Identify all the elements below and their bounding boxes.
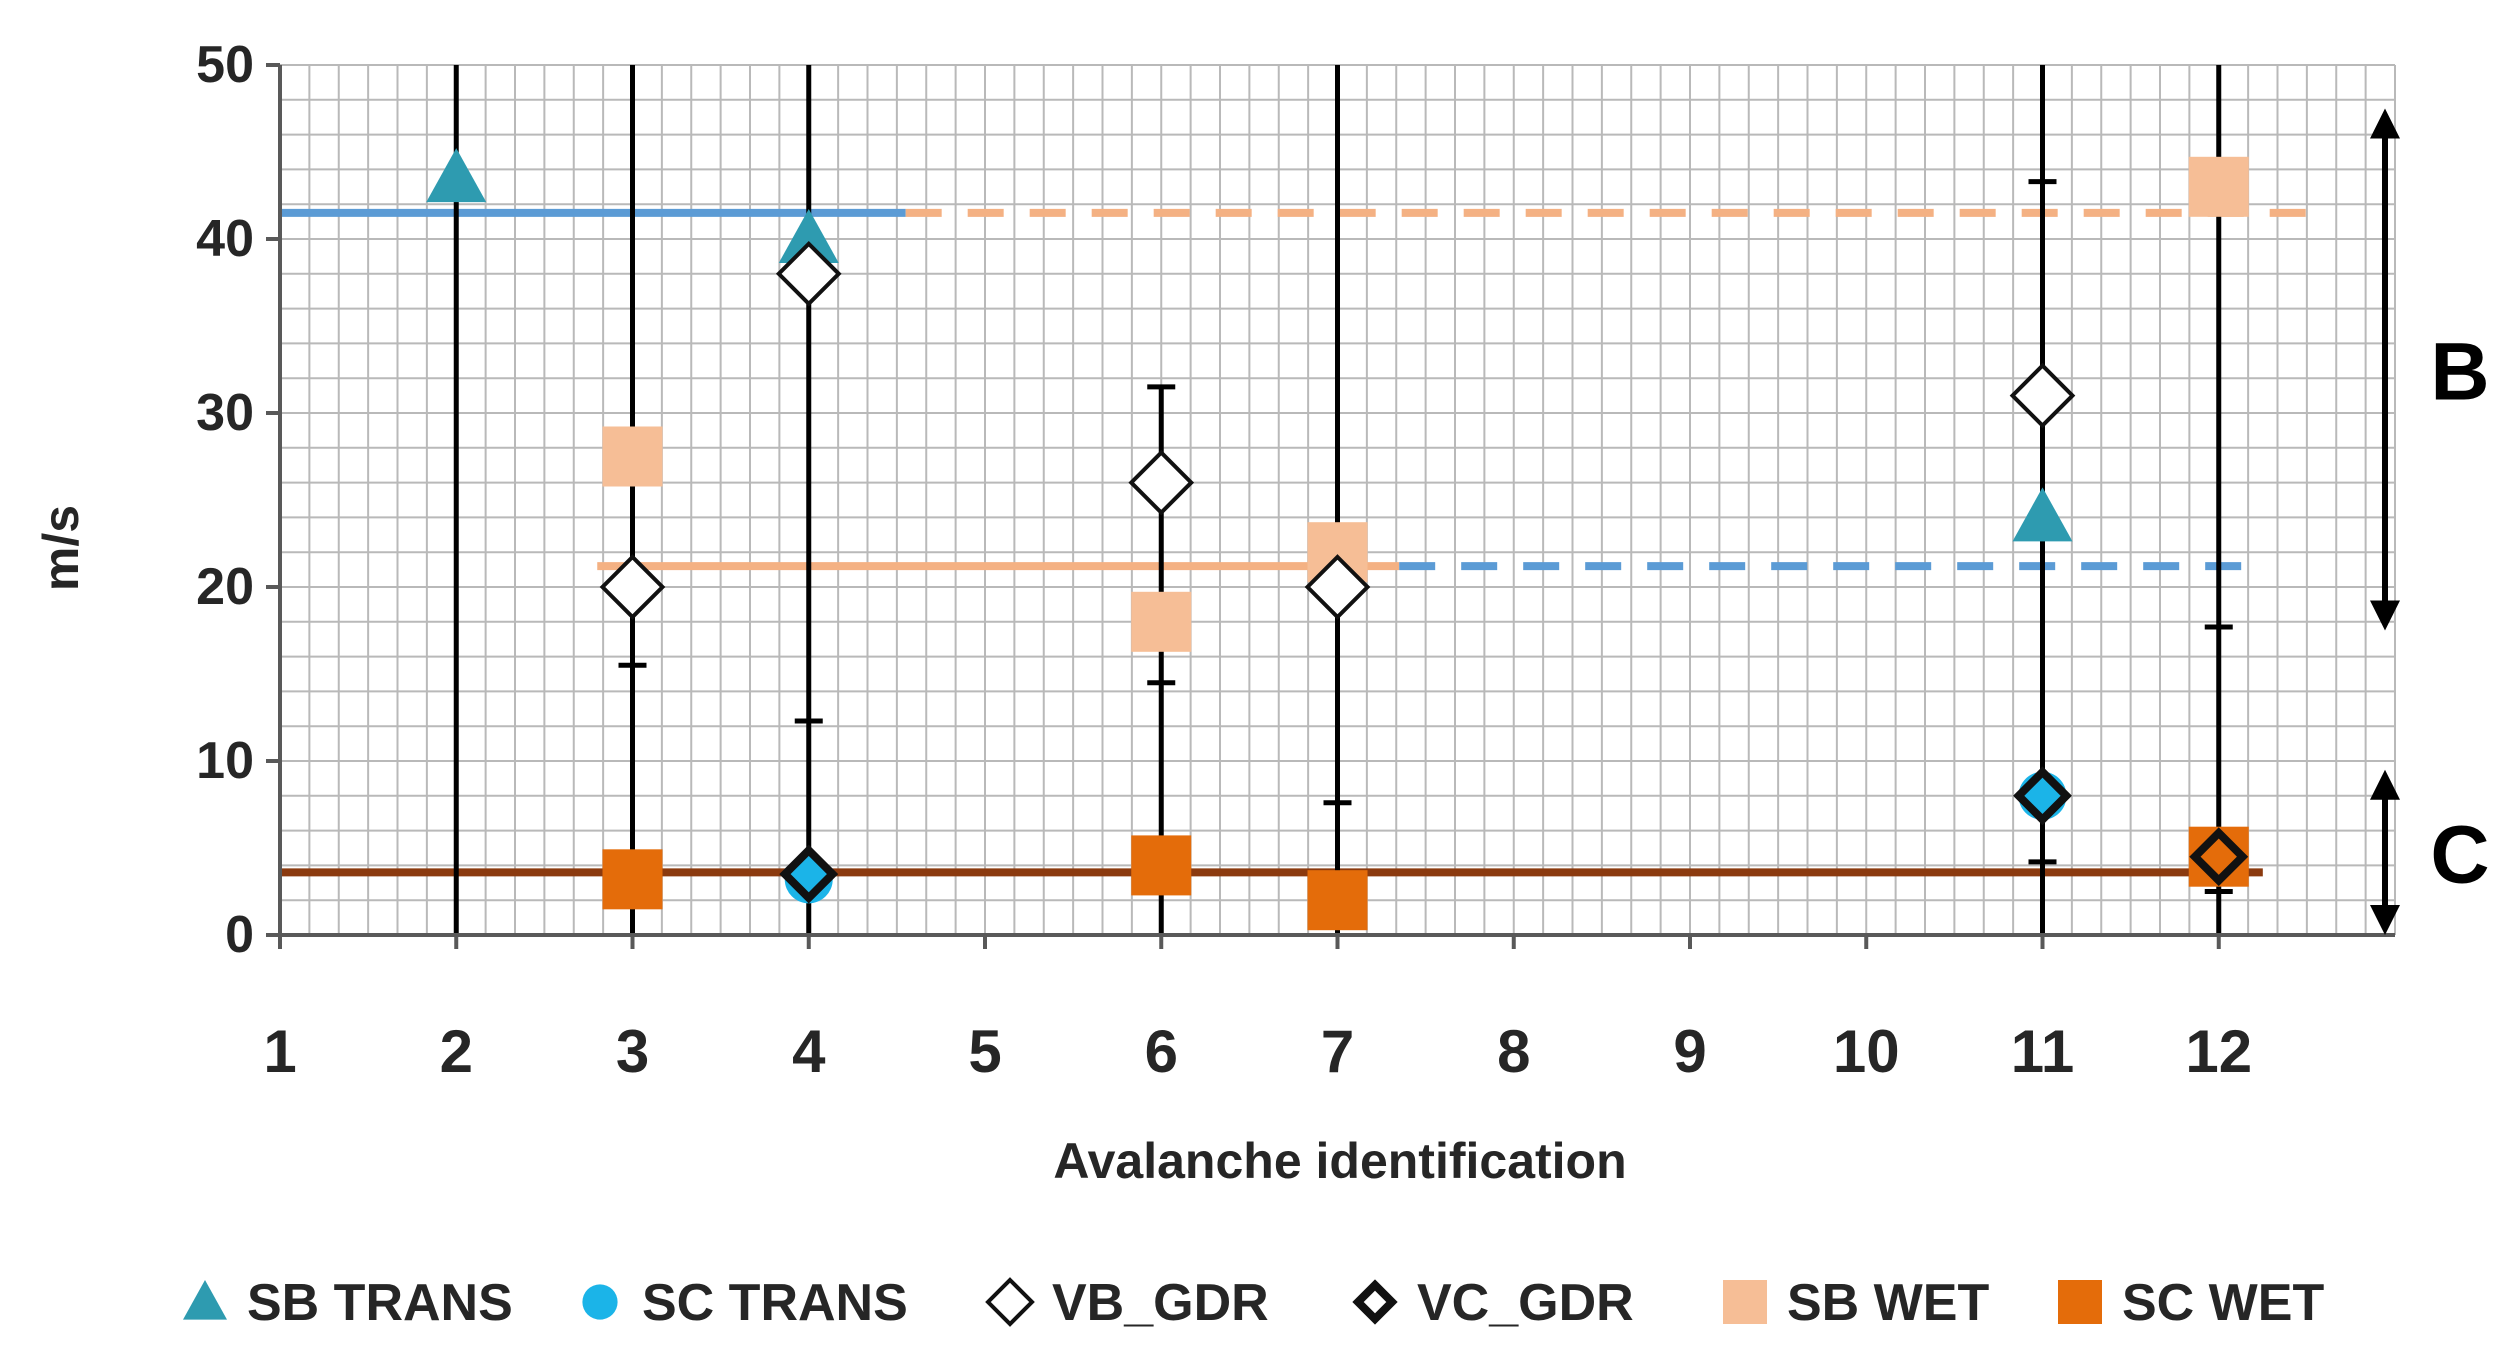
reference-lines bbox=[280, 208, 2316, 877]
y-tick-label: 30 bbox=[196, 384, 254, 442]
point-vb-gdr bbox=[2009, 362, 2076, 429]
x-tick-label: 8 bbox=[1497, 1018, 1530, 1085]
legend-marker-vb-gdr bbox=[985, 1277, 1035, 1327]
point-vc-gdr bbox=[2013, 766, 2072, 826]
x-tick-label: 4 bbox=[792, 1018, 826, 1085]
legend-label-vc-gdr: VC_GDR bbox=[1417, 1274, 1634, 1332]
x-axis-title: Avalanche identification bbox=[1053, 1133, 1626, 1189]
y-tick-label: 40 bbox=[196, 210, 254, 268]
legend-label-sc-wet: SC WET bbox=[2122, 1274, 2324, 1332]
x-tick-label: 7 bbox=[1321, 1018, 1354, 1085]
point-sb-wet bbox=[602, 426, 663, 487]
x-tick-label: 12 bbox=[2185, 1018, 2252, 1085]
point-sb-trans bbox=[2012, 487, 2073, 542]
point-vb-gdr bbox=[599, 554, 666, 620]
x-tick-label: 10 bbox=[1833, 1018, 1900, 1085]
x-tick-label: 9 bbox=[1673, 1018, 1706, 1085]
zone-arrow-head-down bbox=[2370, 905, 2400, 935]
x-tick-label: 2 bbox=[440, 1018, 473, 1085]
legend-marker-sb-wet bbox=[1723, 1280, 1767, 1324]
point-sc-wet bbox=[1131, 835, 1192, 896]
legend-marker-sb-trans bbox=[183, 1280, 227, 1320]
point-vc-gdr bbox=[779, 844, 839, 904]
zone-markers: BC bbox=[2370, 108, 2490, 935]
y-tick-label: 0 bbox=[225, 906, 254, 964]
legend-marker-sc-trans bbox=[582, 1284, 618, 1320]
x-tick-label: 5 bbox=[968, 1018, 1001, 1085]
y-tick-label: 10 bbox=[196, 732, 254, 790]
point-sb-wet bbox=[2188, 156, 2249, 217]
legend-label-sb-wet: SB WET bbox=[1787, 1274, 1989, 1332]
x-tick-label: 3 bbox=[616, 1018, 649, 1085]
zone-arrow-head-up bbox=[2370, 769, 2400, 800]
zone-arrow-head-down bbox=[2370, 600, 2400, 631]
point-sb-trans bbox=[426, 148, 487, 203]
point-sb-wet bbox=[1131, 591, 1192, 652]
data-points bbox=[426, 148, 2249, 931]
legend-label-sb-trans: SB TRANS bbox=[247, 1274, 513, 1332]
point-vb-gdr bbox=[1128, 449, 1195, 516]
legend-label-vb-gdr: VB_GDR bbox=[1052, 1274, 1269, 1332]
legend-label-sc-trans: SC TRANS bbox=[642, 1274, 908, 1332]
point-vc-gdr bbox=[2189, 827, 2249, 887]
point-sc-wet bbox=[1307, 870, 1368, 931]
x-tick-label: 11 bbox=[2011, 1018, 2074, 1085]
legend: SB TRANS SC TRANS VB_GDR VC_GDR SB WET SC WET bbox=[183, 1274, 2324, 1332]
zone-label: C bbox=[2430, 809, 2489, 900]
point-sc-wet bbox=[602, 849, 663, 910]
x-tick-label: 1 bbox=[263, 1018, 296, 1085]
point-sb-trans bbox=[778, 209, 839, 263]
legend-marker-vc-gdr bbox=[1352, 1279, 1398, 1325]
point-sc-trans bbox=[2018, 771, 2067, 820]
y-tick-label: 20 bbox=[196, 558, 254, 616]
zone-arrow-head-up bbox=[2370, 108, 2400, 139]
error-bars bbox=[453, 65, 2233, 935]
axes bbox=[266, 63, 2395, 949]
y-axis-title: m/s bbox=[33, 505, 89, 591]
legend-marker-sc-wet bbox=[2058, 1280, 2102, 1324]
x-tick-label: 6 bbox=[1145, 1018, 1178, 1085]
point-vb-gdr bbox=[1304, 554, 1371, 620]
y-tick-label: 50 bbox=[196, 36, 254, 94]
point-vb-gdr bbox=[775, 240, 842, 307]
zone-label: B bbox=[2430, 327, 2489, 418]
